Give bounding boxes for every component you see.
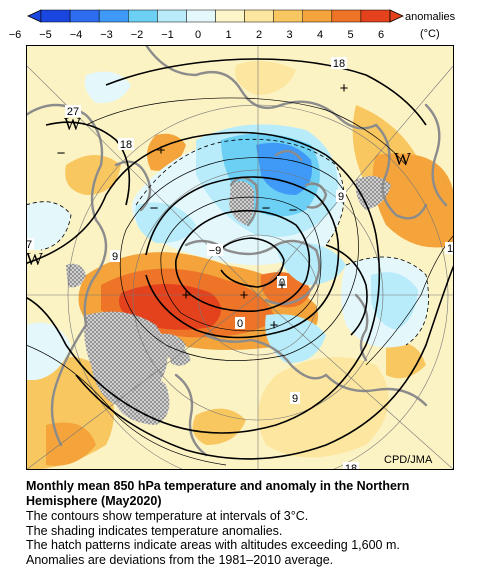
colorbar-tick-label: 3	[286, 29, 292, 41]
colorbar-segment	[244, 9, 274, 23]
contour-label: 9	[336, 190, 346, 203]
colorbar-segment	[98, 9, 129, 23]
negative-anomaly-sign: −	[262, 200, 271, 217]
anomaly-colorbar: −6 −5 −4 −3 −2 −1 0 1 2 3 4 5 6 anomalies (°C)	[9, 9, 456, 41]
map-border	[26, 45, 454, 470]
colorbar-segment	[186, 9, 216, 23]
colorbar-segment	[273, 9, 303, 23]
caption-line-contours: The contours show temperature at interva…	[26, 509, 309, 523]
positive-anomaly-sign: +	[157, 142, 166, 159]
colorbar-tick-label: 2	[256, 29, 262, 41]
svg-text:0: 0	[237, 318, 243, 330]
map-panel: 18 27 18 27 9 −9 0 0 9 9 1 18 + + + + + − − − − + W W W CPD/…	[26, 45, 454, 470]
colorbar-tick-label: −2	[131, 29, 144, 41]
colorbar-ticks: −6 −5 −4 −3 −2 −1 0 1 2 3 4 5 6	[9, 29, 384, 41]
colorbar-segment	[302, 9, 333, 23]
colorbar-tick-label: −5	[39, 29, 52, 41]
caption-line-shading: The shading indicates temperature anomal…	[26, 523, 283, 538]
contour-label: 18	[343, 462, 359, 470]
svg-text:27: 27	[67, 106, 79, 118]
warm-mark-w: W	[394, 149, 411, 169]
contour-label: 27	[65, 105, 81, 118]
positive-anomaly-sign: +	[278, 277, 287, 294]
negative-anomaly-sign: −	[57, 145, 66, 162]
svg-text:27: 27	[26, 239, 32, 251]
caption-line-anomaly: Anomalies are deviations from the 1981–2…	[26, 552, 334, 567]
colorbar-segment	[128, 9, 158, 23]
contour-label: −9	[207, 244, 223, 257]
contour-labels: 18 27 18 27 9 −9 0 0 9 9 1 18	[26, 57, 454, 470]
colorbar-segment	[215, 9, 245, 23]
polar-map: 18 27 18 27 9 −9 0 0 9 9 1 18 + + + + + − − − − + W W W CPD/…	[26, 45, 454, 470]
positive-anomaly-sign: +	[182, 287, 191, 304]
caption-line-hatch: The hatch patterns indicate areas with a…	[26, 538, 400, 552]
colorbar-segment	[40, 9, 71, 23]
colorbar-tick-label: 5	[347, 29, 353, 41]
map-credit: CPD/JMA	[384, 454, 433, 466]
svg-text:9: 9	[112, 251, 118, 263]
contour-label: 0	[235, 317, 245, 330]
colorbar-segment	[331, 9, 362, 23]
colorbar-tick-label: −4	[70, 29, 83, 41]
positive-anomaly-sign: +	[270, 317, 279, 334]
colorbar-tick-label: −6	[9, 29, 22, 41]
contour-label: 18	[331, 57, 347, 70]
contour-label: 0	[277, 276, 287, 289]
svg-text:1: 1	[447, 243, 453, 255]
warm-mark-w: W	[26, 249, 43, 269]
svg-text:18: 18	[120, 139, 132, 151]
colorbar-unit-symbol: (°C)	[420, 28, 440, 40]
lat-lon-grid	[26, 45, 454, 470]
colorbar-segment	[360, 9, 391, 23]
positive-anomaly-sign: +	[340, 80, 349, 97]
colorbar-segment	[157, 9, 187, 23]
negative-anomaly-sign: −	[289, 202, 298, 219]
warm-center-marks: W W W	[26, 114, 411, 269]
colorbar-tick-label: −3	[100, 29, 113, 41]
svg-text:0: 0	[279, 277, 285, 289]
figure-caption: Monthly mean 850 hPa temperature and ano…	[26, 479, 466, 567]
high-altitude-hatch	[66, 176, 391, 425]
caption-title-line2: Hemisphere (May2020)	[26, 494, 162, 508]
colorbar-left-arrow	[27, 9, 42, 23]
colorbar-tick-label: 1	[225, 29, 231, 41]
svg-text:−9: −9	[209, 245, 222, 257]
colorbar-tick-label: 4	[317, 29, 323, 41]
caption-title-line1: Monthly mean 850 hPa temperature and ano…	[26, 479, 410, 493]
colorbar-segment	[69, 9, 100, 23]
contour-label: 27	[26, 238, 34, 251]
anomaly-center-signs: + + + + + − − − − +	[57, 80, 349, 334]
warm-anomaly-shading	[26, 61, 454, 470]
temperature-contours	[26, 58, 454, 460]
colorbar-tick-label: 6	[378, 29, 384, 41]
svg-text:9: 9	[292, 393, 298, 405]
svg-text:9: 9	[338, 191, 344, 203]
warm-mark-w: W	[64, 114, 81, 134]
contour-label: 9	[110, 250, 120, 263]
contour-label: 18	[118, 138, 134, 151]
contour-label: 9	[290, 392, 300, 405]
svg-text:18: 18	[333, 58, 345, 70]
colorbar-tick-label: 0	[195, 29, 201, 41]
thin-contours	[26, 97, 454, 466]
colorbar-right-arrow	[389, 9, 404, 23]
colorbar-segments	[40, 9, 391, 23]
colorbar-unit-word: anomalies	[405, 11, 456, 23]
colorbar-tick-label: −1	[161, 29, 174, 41]
negative-anomaly-sign: −	[150, 200, 159, 217]
contour-label: 1	[445, 242, 454, 255]
svg-text:18: 18	[345, 463, 357, 470]
positive-anomaly-sign: +	[240, 287, 249, 304]
